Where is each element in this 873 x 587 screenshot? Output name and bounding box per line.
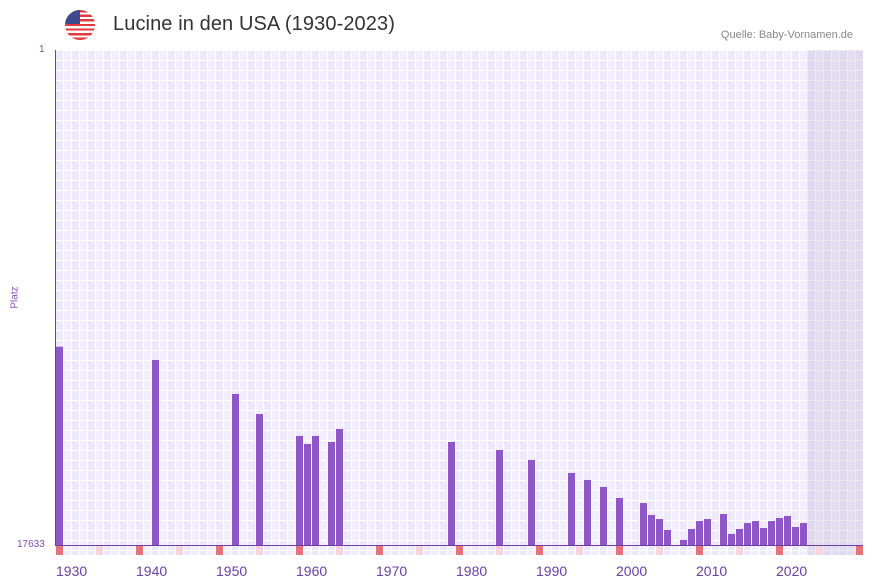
bar-2022[interactable]: 2022: 16992	[792, 527, 799, 545]
half-decade-marker	[496, 546, 503, 555]
bar-1964[interactable]: 1964: 13964	[328, 441, 335, 545]
half-decade-marker	[336, 546, 343, 555]
bar-1989[interactable]: 1989: 14605	[528, 459, 535, 545]
bar-2005[interactable]: 2005: 16707	[656, 519, 663, 545]
x-tick-label: 2020	[776, 563, 807, 579]
bar-2016[interactable]: 2016: 16850	[744, 523, 751, 545]
bar-1942[interactable]: 1942: 11042	[152, 359, 159, 545]
bar-1994[interactable]: 1994: 15068	[568, 472, 575, 545]
bar-1961[interactable]: 1961: 14035	[304, 443, 311, 545]
bar-2010[interactable]: 2010: 16778	[696, 520, 703, 545]
chart-title: Lucine in den USA (1930-2023)	[113, 13, 395, 35]
future-shade	[807, 50, 863, 555]
bar-1955[interactable]: 1955: 12967	[256, 414, 263, 545]
bar-1960[interactable]: 1960: 13750	[296, 435, 303, 545]
bar-2021[interactable]: 2021: 16600	[784, 515, 791, 545]
bar-2023[interactable]: 2023: 16850	[800, 523, 807, 545]
source-link[interactable]: Quelle: Baby-Vornamen.de	[720, 29, 853, 41]
decade-marker	[56, 546, 63, 555]
bar-1952[interactable]: 1952: 12254	[232, 393, 239, 545]
bar-2019[interactable]: 2019: 16778	[768, 520, 775, 545]
bar-2020[interactable]: 2020: 16671	[776, 517, 783, 545]
half-decade-marker	[736, 546, 743, 555]
half-decade-marker	[816, 546, 823, 555]
half-decade-marker	[256, 546, 263, 555]
half-decade-marker	[176, 546, 183, 555]
bar-2009[interactable]: 2009: 17063	[688, 528, 695, 545]
decade-marker	[776, 546, 783, 555]
bar-2008[interactable]: 2008: 17455	[680, 540, 687, 545]
x-tick-label: 1940	[136, 563, 167, 579]
x-tick-label: 1960	[296, 563, 327, 579]
decade-marker	[296, 546, 303, 555]
half-decade-marker	[416, 546, 423, 555]
bar-2014[interactable]: 2014: 17241	[728, 533, 735, 545]
bar-1930[interactable]: 1930: 10570	[56, 346, 63, 545]
decade-marker	[136, 546, 143, 555]
bar-2000[interactable]: 2000: 15958	[616, 497, 623, 545]
x-tick-label: 1990	[536, 563, 567, 579]
bar-2003[interactable]: 2003: 16137	[640, 503, 647, 545]
y-tick-bottom: 17633	[17, 539, 45, 550]
half-decade-marker	[96, 546, 103, 555]
decade-marker	[536, 546, 543, 555]
bar-1962[interactable]: 1962: 13750	[312, 435, 319, 545]
x-tick-label: 1970	[376, 563, 407, 579]
decade-marker	[216, 546, 223, 555]
bar-2006[interactable]: 2006: 17099	[664, 530, 671, 545]
us-flag-icon	[65, 10, 95, 40]
decade-marker	[696, 546, 703, 555]
decade-marker	[376, 546, 383, 555]
y-tick-top: 1	[39, 44, 45, 55]
x-tick-label: 2000	[616, 563, 647, 579]
bar-1979[interactable]: 1979: 13964	[448, 441, 455, 545]
half-decade-marker	[576, 546, 583, 555]
bar-1996[interactable]: 1996: 15317	[584, 479, 591, 545]
bar-2017[interactable]: 2017: 16778	[752, 520, 759, 545]
bar-2011[interactable]: 2011: 16707	[704, 519, 711, 545]
plot-grid	[55, 50, 863, 555]
bar-1965[interactable]: 1965: 13501	[336, 428, 343, 545]
bar-2015[interactable]: 2015: 17063	[736, 528, 743, 545]
bar-2018[interactable]: 2018: 17028	[760, 528, 767, 545]
x-tick-label: 1980	[456, 563, 487, 579]
decade-marker	[456, 546, 463, 555]
x-tick-label: 2010	[696, 563, 727, 579]
bar-1985[interactable]: 1985: 14249	[496, 449, 503, 545]
x-tick-label: 1950	[216, 563, 247, 579]
bar-1998[interactable]: 1998: 15566	[600, 486, 607, 545]
decade-marker	[616, 546, 623, 555]
bar-2013[interactable]: 2013: 16529	[720, 514, 727, 545]
bar-2004[interactable]: 2004: 16564	[648, 514, 655, 545]
x-tick-label: 1930	[56, 563, 87, 579]
half-decade-marker	[656, 546, 663, 555]
decade-marker	[856, 546, 863, 555]
